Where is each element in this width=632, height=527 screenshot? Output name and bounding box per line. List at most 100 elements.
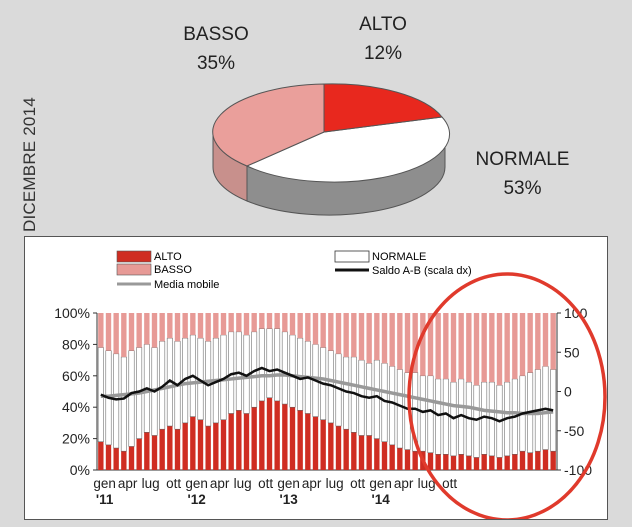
bar-basso xyxy=(121,313,127,357)
x-tick-label: ott xyxy=(442,476,457,491)
series-line-saldo xyxy=(100,366,554,423)
bar-alto xyxy=(220,419,227,470)
pie-label-alto-name: ALTO xyxy=(359,14,407,35)
bar-basso xyxy=(105,313,112,351)
bar-basso xyxy=(205,313,211,342)
legend-label-media: Media mobile xyxy=(154,279,219,291)
bar-basso xyxy=(397,313,403,370)
bar-basso xyxy=(412,313,418,373)
bar-basso xyxy=(236,313,242,332)
bar-basso xyxy=(259,313,265,329)
bar-basso xyxy=(519,313,526,376)
bar-basso xyxy=(159,313,165,342)
legend-label-basso: BASSO xyxy=(154,264,192,276)
bar-alto xyxy=(374,438,380,470)
bar-alto xyxy=(266,397,273,470)
bar-basso xyxy=(489,313,495,383)
bar-basso xyxy=(343,313,349,357)
bar-basso xyxy=(504,313,510,383)
bar-normale xyxy=(396,369,403,449)
x-tick-label: gen xyxy=(369,476,392,491)
bar-alto xyxy=(251,407,257,470)
bar-alto xyxy=(443,454,449,470)
bar-alto xyxy=(213,422,219,470)
bar-basso xyxy=(351,313,357,357)
x-tick-label: ott xyxy=(258,476,273,491)
bar-normale xyxy=(113,353,120,449)
bar-alto xyxy=(121,451,127,470)
bar-basso xyxy=(358,313,365,361)
y-left-tick-label: 100% xyxy=(54,305,90,321)
bar-alto xyxy=(144,432,150,470)
pie-slice-alto xyxy=(323,83,443,133)
y-left-tick-label: 80% xyxy=(62,336,90,352)
bar-alto xyxy=(282,404,288,470)
x-tick-label: lug xyxy=(326,476,344,491)
bar-basso xyxy=(366,313,372,364)
stacked-bar-chart: ALTO BASSO Media mobile NORMALE Saldo A-… xyxy=(54,250,607,522)
bar-normale xyxy=(435,378,442,455)
bar-alto xyxy=(205,426,211,470)
bar-alto xyxy=(335,426,342,470)
bar-alto xyxy=(320,419,326,470)
bar-alto xyxy=(550,451,556,470)
bar-alto xyxy=(412,451,418,470)
bar-basso xyxy=(466,313,472,383)
bar-alto xyxy=(358,435,365,470)
bar-basso xyxy=(98,313,104,348)
bar-alto xyxy=(136,438,142,470)
legend-swatch-basso xyxy=(116,263,152,276)
bar-basso xyxy=(404,313,411,373)
bar-basso xyxy=(167,313,173,339)
y-left-tick-label: 20% xyxy=(62,431,90,447)
pie-label-alto-value: 12% xyxy=(363,43,403,64)
pie-label-basso-value: 35% xyxy=(196,53,236,74)
bar-alto xyxy=(496,457,503,470)
bar-basso xyxy=(174,313,181,342)
x-year-label: '14 xyxy=(372,492,391,507)
pie-chart-3d xyxy=(212,83,451,216)
bar-alto xyxy=(512,454,518,470)
bar-alto xyxy=(228,413,234,470)
bar-alto xyxy=(435,454,441,470)
bar-alto xyxy=(289,407,296,470)
bar-alto xyxy=(174,429,181,470)
bar-basso xyxy=(312,313,319,345)
bar-basso xyxy=(297,313,303,339)
bar-basso xyxy=(473,313,480,386)
bar-basso xyxy=(251,313,257,332)
bar-basso xyxy=(535,313,541,370)
bar-alto xyxy=(404,449,411,470)
bar-alto xyxy=(458,454,464,470)
bar-alto xyxy=(297,410,303,470)
bar-alto xyxy=(397,448,403,470)
bar-alto xyxy=(542,449,549,470)
bar-alto xyxy=(489,455,495,470)
bar-normale xyxy=(289,334,296,408)
bar-normale xyxy=(442,378,449,455)
bar-basso xyxy=(220,313,227,335)
bar-alto xyxy=(466,455,472,470)
bar-alto xyxy=(312,416,319,470)
y-left-tick-label: 60% xyxy=(62,368,90,384)
bar-basso xyxy=(458,313,464,379)
pie-slice-basso xyxy=(212,83,325,167)
bar-alto xyxy=(504,455,510,470)
bar-alto xyxy=(389,444,395,470)
bar-alto xyxy=(98,441,104,470)
pie-panel: DICEMBRE 2014 BASSO 35% ALTO 12% NORMALE… xyxy=(0,0,632,232)
bar-alto xyxy=(328,422,334,470)
bar-alto xyxy=(473,457,480,470)
bar-basso xyxy=(243,313,250,335)
bar-alto xyxy=(151,435,158,470)
bar-basso xyxy=(450,313,457,383)
x-tick-label: ott xyxy=(350,476,365,491)
bar-normale xyxy=(128,350,135,447)
legend: ALTO BASSO Media mobile NORMALE Saldo A-… xyxy=(116,250,472,291)
bar-alto xyxy=(243,413,250,470)
x-tick-label: apr xyxy=(118,476,138,491)
bar-basso xyxy=(274,313,280,329)
bar-alto xyxy=(481,454,487,470)
bar-basso xyxy=(197,313,204,339)
